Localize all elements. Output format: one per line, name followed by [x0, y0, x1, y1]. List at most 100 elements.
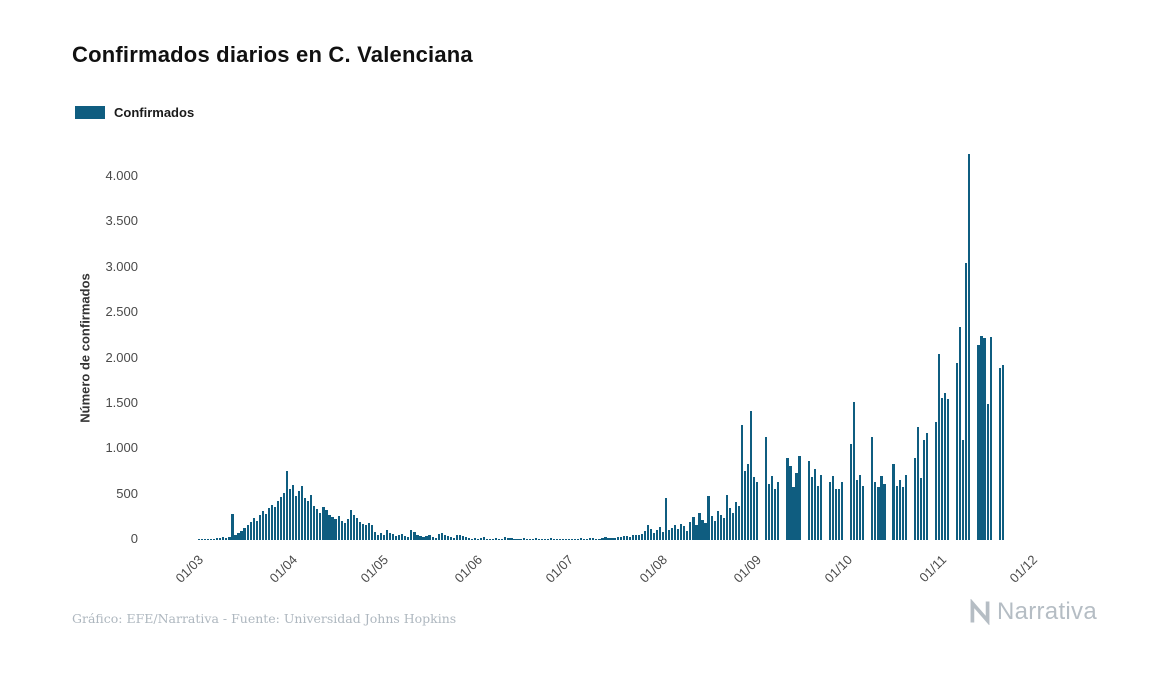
bar: [337, 516, 340, 540]
bar: [540, 538, 543, 540]
bar: [616, 536, 619, 540]
bar: [522, 538, 525, 540]
bar: [455, 535, 458, 540]
bar: [604, 537, 607, 540]
bar: [528, 538, 531, 540]
bar: [695, 524, 698, 540]
bar: [622, 536, 625, 540]
x-tick-label: 01/08: [637, 552, 671, 586]
bar: [449, 537, 452, 540]
bar: [956, 363, 959, 540]
bar: [276, 500, 280, 540]
bar: [264, 513, 267, 540]
bar: [901, 487, 904, 540]
bar: [792, 487, 795, 540]
bar: [401, 533, 404, 540]
bar: [222, 537, 225, 540]
bar: [737, 505, 740, 540]
bar: [722, 518, 725, 540]
bar: [607, 537, 610, 540]
bar: [756, 481, 759, 540]
bar: [880, 476, 883, 540]
bar: [258, 514, 261, 540]
y-tick-label: 3.500: [105, 213, 138, 229]
bar: [746, 463, 750, 540]
x-tick-label: 01/11: [916, 552, 950, 585]
bar: [665, 498, 668, 540]
bar: [707, 496, 710, 540]
bar: [495, 538, 498, 540]
bar: [267, 508, 270, 540]
bar: [850, 443, 853, 540]
bar: [986, 403, 989, 540]
bar: [282, 492, 286, 540]
bar: [689, 521, 692, 540]
bar: [743, 471, 747, 540]
bar: [231, 513, 234, 540]
bar: [561, 538, 565, 540]
bar: [837, 489, 841, 540]
bar: [944, 392, 947, 540]
bar: [965, 263, 968, 540]
bar: [437, 533, 440, 540]
bar: [510, 538, 513, 540]
bar: [288, 489, 292, 540]
bar: [749, 411, 753, 540]
bar: [516, 538, 519, 540]
bar: [373, 531, 377, 540]
bar: [925, 432, 929, 540]
x-tick-label: 01/09: [731, 552, 765, 586]
bar: [389, 532, 392, 540]
bar: [625, 535, 628, 540]
bar: [698, 512, 701, 540]
bar: [831, 476, 835, 540]
bar: [652, 532, 656, 540]
bar: [446, 536, 449, 540]
bar: [261, 510, 264, 540]
bar: [197, 538, 201, 540]
bar: [947, 399, 950, 540]
bar: [207, 538, 210, 540]
bar: [416, 534, 419, 540]
bar: [349, 510, 352, 540]
bar: [319, 512, 322, 540]
bar: [728, 508, 731, 540]
bar: [543, 538, 546, 540]
bar: [816, 485, 819, 540]
bar: [243, 528, 246, 540]
narrativa-logo: Narrativa: [967, 598, 1097, 626]
bar: [601, 538, 604, 540]
legend-swatch: [75, 106, 105, 119]
bar: [631, 535, 634, 540]
bar: [228, 536, 231, 540]
bar: [589, 538, 592, 540]
bar: [355, 518, 358, 540]
bar: [919, 478, 922, 540]
bar: [643, 531, 646, 540]
bar: [507, 537, 510, 540]
bar: [210, 538, 213, 540]
bar: [467, 538, 471, 540]
bar: [513, 538, 516, 540]
bar: [898, 480, 901, 540]
bar: [498, 538, 501, 540]
bar: [285, 471, 289, 540]
bar: [564, 538, 568, 540]
bar: [577, 538, 580, 540]
x-tick-label: 01/04: [267, 552, 301, 586]
bar: [941, 398, 944, 540]
bar: [501, 538, 504, 540]
bar: [555, 538, 559, 540]
bar: [486, 538, 489, 540]
bar: [683, 526, 686, 540]
x-tick-label: 01/05: [357, 552, 392, 586]
bar: [525, 538, 528, 540]
bar: [422, 537, 425, 540]
bar: [219, 537, 222, 540]
bar: [716, 510, 719, 540]
bar: [916, 426, 919, 540]
bar: [452, 537, 455, 540]
bar: [410, 530, 413, 540]
